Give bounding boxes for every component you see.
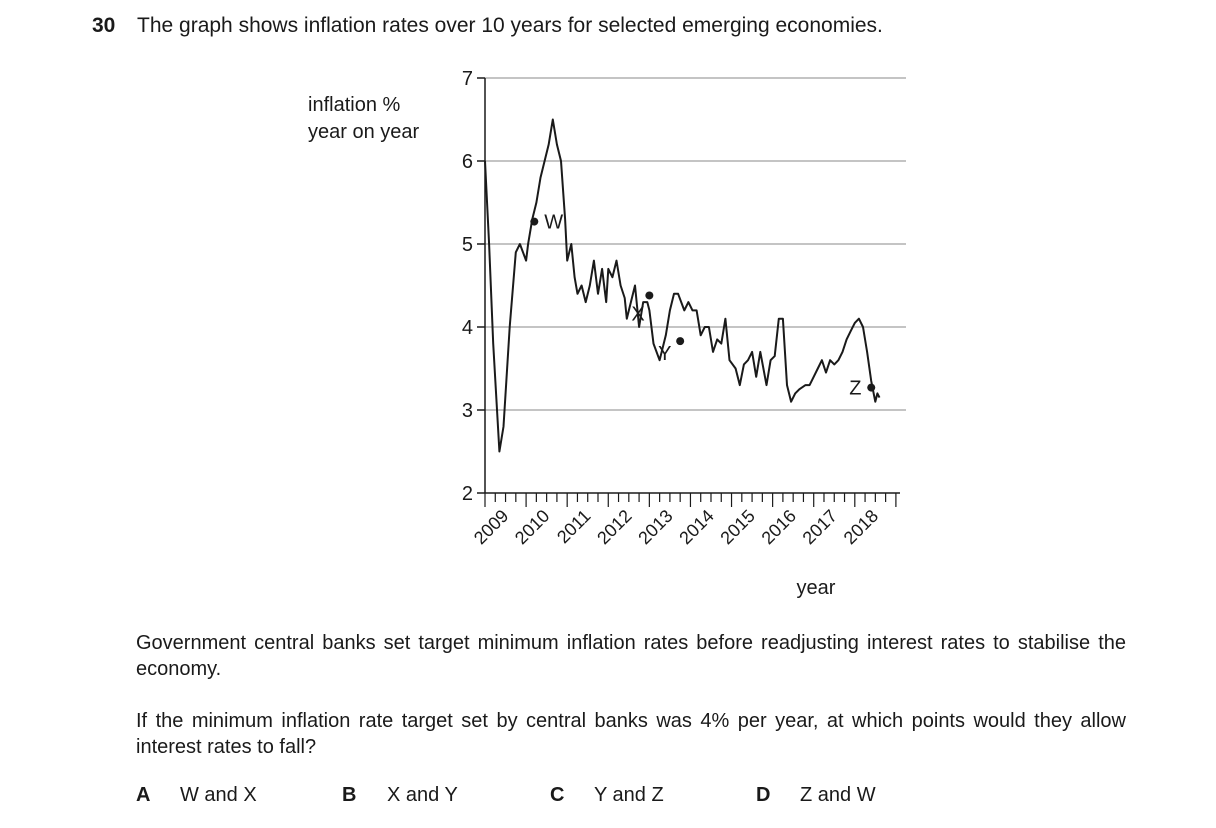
y-tick-label-5: 5 (462, 234, 473, 256)
x-tick-label-2009: 2009 (470, 506, 512, 548)
x-tick-label-2014: 2014 (675, 506, 717, 548)
point-z-label: Z (849, 378, 861, 400)
y-tick-label-7: 7 (462, 68, 473, 90)
x-axis-label: year (797, 577, 836, 599)
option-b-text[interactable]: X and Y (387, 784, 458, 806)
x-tick-label-2011: 2011 (553, 506, 595, 548)
x-tick-label-2017: 2017 (799, 506, 841, 548)
point-x-marker (645, 291, 654, 300)
x-tick-label-2010: 2010 (511, 506, 553, 548)
labelled-points: W XY Z (530, 212, 876, 400)
y-tick-label-3: 3 (462, 400, 473, 422)
point-x-label: X (631, 303, 644, 325)
option-d-text[interactable]: Z and W (800, 784, 876, 806)
question-number: 30 (92, 14, 116, 37)
point-z-marker (867, 383, 876, 392)
y-tick-label-2: 2 (462, 483, 473, 505)
option-a-text[interactable]: W and X (180, 784, 257, 806)
question-paragraph: If the minimum inflation rate target set… (136, 710, 1126, 758)
x-tick-label-2016: 2016 (758, 506, 800, 548)
context-paragraph: Government central banks set target mini… (136, 632, 1126, 680)
point-w-marker (530, 217, 539, 226)
axes (484, 78, 900, 494)
y-axis-label-line-1: inflation % (308, 94, 401, 116)
point-y-label: Y (658, 343, 671, 365)
x-tick-label-2015: 2015 (716, 506, 758, 548)
x-tick-label-2018: 2018 (840, 506, 882, 548)
option-c-letter[interactable]: C (550, 784, 565, 806)
point-y-marker (676, 337, 685, 346)
option-c-text[interactable]: Y and Z (594, 784, 664, 806)
option-d-letter[interactable]: D (756, 784, 771, 806)
y-axis-label-line-2: year on year (308, 121, 420, 143)
x-tick-label-2012: 2012 (593, 506, 635, 548)
question-text: The graph shows inflation rates over 10 … (137, 14, 883, 37)
point-w-label: W (544, 212, 563, 234)
option-a-letter[interactable]: A (136, 784, 151, 806)
option-b-letter[interactable]: B (342, 784, 357, 806)
y-tick-label-6: 6 (462, 151, 473, 173)
grid-lines (485, 77, 906, 411)
x-tick-label-2013: 2013 (634, 506, 676, 548)
y-tick-label-4: 4 (462, 317, 473, 339)
inflation-series-line (484, 118, 881, 453)
